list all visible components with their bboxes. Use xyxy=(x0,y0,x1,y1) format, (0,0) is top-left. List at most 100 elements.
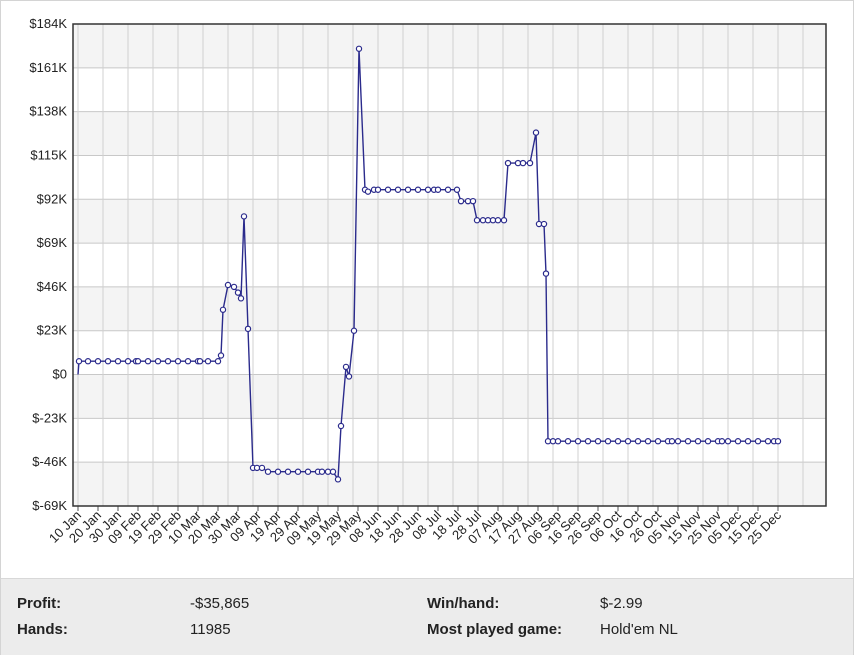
data-point xyxy=(334,476,342,483)
winhand-label: Win/hand: xyxy=(427,595,500,612)
data-point xyxy=(234,289,242,296)
data-point xyxy=(564,438,572,445)
data-point xyxy=(294,468,302,475)
data-point xyxy=(542,270,550,277)
data-point xyxy=(704,438,712,445)
data-point xyxy=(668,438,676,445)
data-point xyxy=(424,186,432,193)
data-point xyxy=(240,213,248,220)
data-point xyxy=(144,358,152,365)
data-point xyxy=(374,186,382,193)
y-tick-label: $138K xyxy=(29,104,67,119)
data-point xyxy=(694,438,702,445)
most-played-value: Hold'em NL xyxy=(600,621,678,638)
data-point xyxy=(244,325,252,333)
data-point xyxy=(345,373,353,380)
data-point xyxy=(654,438,662,445)
winhand-value: $-2.99 xyxy=(600,595,643,612)
data-point xyxy=(614,438,622,445)
data-point xyxy=(724,438,732,445)
data-point xyxy=(734,438,742,445)
data-point xyxy=(554,438,562,445)
data-point xyxy=(634,438,642,445)
data-point xyxy=(404,186,412,193)
y-tick-label: $-46K xyxy=(32,454,67,469)
data-point xyxy=(434,186,442,193)
y-tick-label: $-69K xyxy=(32,498,67,513)
data-point xyxy=(94,358,102,365)
data-point xyxy=(764,438,772,445)
grid-band xyxy=(73,199,826,244)
data-point xyxy=(624,438,632,445)
data-point xyxy=(384,186,392,193)
y-tick-label: $184K xyxy=(29,16,67,31)
data-point xyxy=(196,358,204,365)
data-point xyxy=(604,438,612,445)
data-point xyxy=(754,438,762,445)
data-point xyxy=(457,197,465,205)
data-point xyxy=(274,468,282,475)
data-point xyxy=(264,468,272,475)
data-point xyxy=(394,186,402,193)
data-point xyxy=(134,358,142,365)
hands-label: Hands: xyxy=(17,621,68,638)
data-point xyxy=(84,358,92,365)
data-point xyxy=(744,438,752,445)
data-point xyxy=(414,186,422,193)
data-point xyxy=(230,283,238,291)
data-point xyxy=(164,358,172,365)
data-point xyxy=(154,358,162,365)
data-point xyxy=(224,281,232,289)
data-point xyxy=(469,197,477,205)
data-point xyxy=(718,438,726,445)
data-point xyxy=(674,438,682,445)
grid-band xyxy=(73,24,826,68)
grid-band xyxy=(73,462,826,506)
data-point xyxy=(453,186,461,193)
data-point xyxy=(237,295,245,302)
data-point xyxy=(350,327,358,334)
data-point xyxy=(684,438,692,445)
data-point xyxy=(519,159,527,167)
data-point xyxy=(355,45,363,52)
plot-area xyxy=(73,24,826,506)
data-point xyxy=(184,358,192,365)
data-point xyxy=(114,358,122,365)
data-point xyxy=(574,438,582,445)
profit-label: Profit: xyxy=(17,595,62,612)
data-point xyxy=(219,306,227,313)
plot-border xyxy=(72,23,827,507)
data-point xyxy=(304,468,312,475)
y-tick-label: $23K xyxy=(37,323,68,338)
data-point xyxy=(258,464,266,472)
data-point xyxy=(473,217,481,224)
y-tick-label: $46K xyxy=(37,279,68,294)
data-point xyxy=(504,159,512,167)
data-point xyxy=(594,438,602,445)
y-tick-label: $69K xyxy=(37,235,68,250)
data-point xyxy=(774,438,782,445)
y-tick-label: $0 xyxy=(53,367,67,382)
data-point xyxy=(644,438,652,445)
grid-band xyxy=(73,374,826,419)
data-point xyxy=(124,358,132,365)
data-point xyxy=(214,358,222,365)
profit-chart: $184K $161K $138K $115K $92K $69K $46K $23K $0 $-… xyxy=(29,16,827,548)
data-point xyxy=(75,358,83,365)
hands-value: 11985 xyxy=(190,621,231,638)
grid-band xyxy=(73,286,826,331)
data-point xyxy=(284,468,292,475)
y-tick-label: $115K xyxy=(30,147,67,162)
data-point xyxy=(500,217,508,224)
grid-band xyxy=(73,111,826,156)
y-tick-label: $161K xyxy=(29,60,67,75)
data-point xyxy=(174,358,182,365)
data-point xyxy=(204,358,212,365)
data-point xyxy=(494,217,502,224)
data-point xyxy=(584,438,592,445)
profit-value: -$35,865 xyxy=(190,595,250,612)
data-point xyxy=(329,468,337,475)
y-tick-label: $92K xyxy=(37,191,68,206)
data-point xyxy=(318,468,326,475)
most-played-label: Most played game: xyxy=(427,621,563,638)
